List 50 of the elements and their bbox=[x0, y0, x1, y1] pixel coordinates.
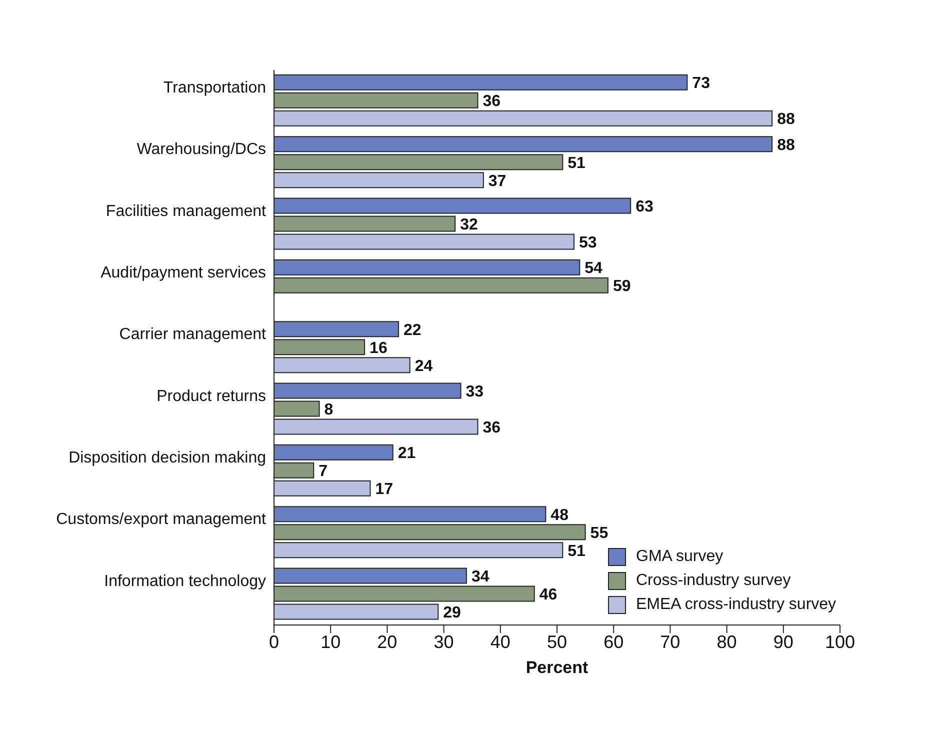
data-label: 36 bbox=[482, 93, 501, 110]
legend-label: Cross-industry survey bbox=[636, 572, 791, 590]
legend-label: GMA survey bbox=[636, 548, 724, 566]
y-tick-label: Customs/export management bbox=[56, 511, 267, 528]
data-label: 22 bbox=[404, 322, 422, 339]
x-tick-label: 50 bbox=[546, 632, 568, 652]
x-tick-label: 20 bbox=[377, 632, 398, 652]
data-label: 24 bbox=[414, 358, 433, 375]
data-label: 8 bbox=[324, 401, 334, 418]
data-label: 88 bbox=[777, 136, 795, 154]
data-label: 73 bbox=[692, 75, 710, 92]
x-tick-label: 60 bbox=[604, 632, 624, 652]
data-label: 88 bbox=[777, 111, 795, 128]
data-label: 7 bbox=[318, 463, 328, 480]
y-tick-label: Carrier management bbox=[119, 326, 267, 344]
x-tick-label: 30 bbox=[434, 632, 454, 652]
data-label: 46 bbox=[539, 586, 558, 604]
data-label: 48 bbox=[550, 506, 569, 524]
x-tick-label: 0 bbox=[268, 632, 280, 652]
data-label: 29 bbox=[443, 604, 462, 622]
x-tick-label: 70 bbox=[660, 632, 680, 652]
y-tick-label: Product returns bbox=[156, 388, 266, 405]
x-tick-label: 80 bbox=[716, 632, 737, 652]
data-label: 17 bbox=[375, 481, 394, 498]
y-tick-label: Disposition decision making bbox=[68, 450, 266, 467]
y-tick-label: Information technology bbox=[104, 572, 266, 590]
legend-label: EMEA cross-industry survey bbox=[636, 596, 836, 614]
x-axis-title: Percent bbox=[526, 658, 589, 677]
data-label: 59 bbox=[612, 278, 631, 296]
x-tick-label: 10 bbox=[320, 632, 341, 652]
y-tick-label: Facilities management bbox=[106, 202, 267, 220]
data-label: 21 bbox=[398, 445, 416, 462]
data-label: 51 bbox=[568, 542, 586, 560]
data-label: 51 bbox=[568, 154, 586, 172]
data-label: 33 bbox=[466, 383, 484, 400]
data-label: 37 bbox=[488, 172, 506, 190]
x-tick-label: 100 bbox=[824, 632, 856, 652]
data-label: 54 bbox=[584, 260, 603, 278]
x-tick-label: 90 bbox=[773, 632, 794, 652]
data-label: 34 bbox=[471, 568, 490, 586]
data-label: 63 bbox=[636, 198, 654, 216]
data-label: 55 bbox=[590, 524, 608, 542]
data-label: 16 bbox=[370, 340, 388, 357]
y-tick-label: Transportation bbox=[163, 80, 266, 97]
data-label: 32 bbox=[460, 216, 478, 234]
data-label: 53 bbox=[578, 234, 597, 252]
data-label: 36 bbox=[482, 419, 501, 436]
y-tick-label: Warehousing/DCs bbox=[136, 141, 266, 158]
y-tick-label: Audit/payment services bbox=[100, 264, 266, 282]
x-tick-label: 40 bbox=[490, 632, 510, 652]
